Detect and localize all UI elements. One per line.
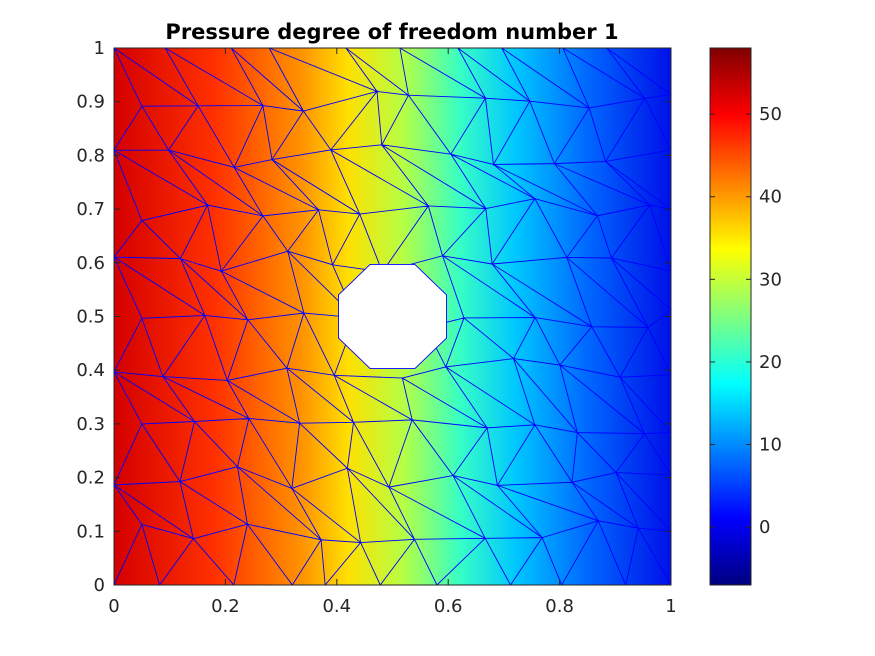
y-axis-ticks: 0 0.1 0.2 0.3 0.4 0.5 0.6 0.7 0.8 0.9 1 (76, 38, 671, 596)
x-tick-label: 0.4 (322, 596, 351, 617)
colorbar-tick-label: 30 (759, 269, 782, 290)
y-tick-label: 1 (94, 38, 105, 59)
y-tick-label: 0.8 (76, 145, 105, 166)
colorbar-ticks: 0 10 20 30 40 50 (710, 104, 782, 538)
octagon-hole (338, 263, 447, 370)
colorbar-tick-label: 0 (759, 517, 770, 538)
triangle-mesh (114, 48, 671, 585)
x-axis-ticks: 0 0.2 0.4 0.6 0.8 1 (108, 48, 677, 617)
colorbar-tick-label: 40 (759, 187, 782, 208)
y-tick-label: 0.9 (76, 92, 105, 113)
colorbar-tick-label: 10 (759, 435, 782, 456)
y-tick-label: 0 (94, 575, 105, 596)
chart-title: Pressure degree of freedom number 1 (165, 20, 618, 44)
colorbar-tick-label: 50 (759, 104, 782, 125)
x-tick-label: 0.8 (545, 596, 574, 617)
y-tick-label: 0.7 (76, 199, 105, 220)
y-tick-label: 0.6 (76, 253, 105, 274)
y-tick-label: 0.4 (76, 360, 105, 381)
mesh-edges (114, 48, 671, 585)
y-tick-label: 0.1 (76, 521, 105, 542)
colorbar (709, 47, 752, 586)
x-tick-label: 1 (665, 596, 676, 617)
y-tick-label: 0.3 (76, 414, 105, 435)
y-tick-label: 0.5 (76, 307, 105, 328)
x-tick-label: 0 (108, 596, 119, 617)
colorbar-tick-label: 20 (759, 352, 782, 373)
y-tick-label: 0.2 (76, 468, 105, 489)
x-tick-label: 0.2 (211, 596, 240, 617)
x-tick-label: 0.6 (434, 596, 463, 617)
